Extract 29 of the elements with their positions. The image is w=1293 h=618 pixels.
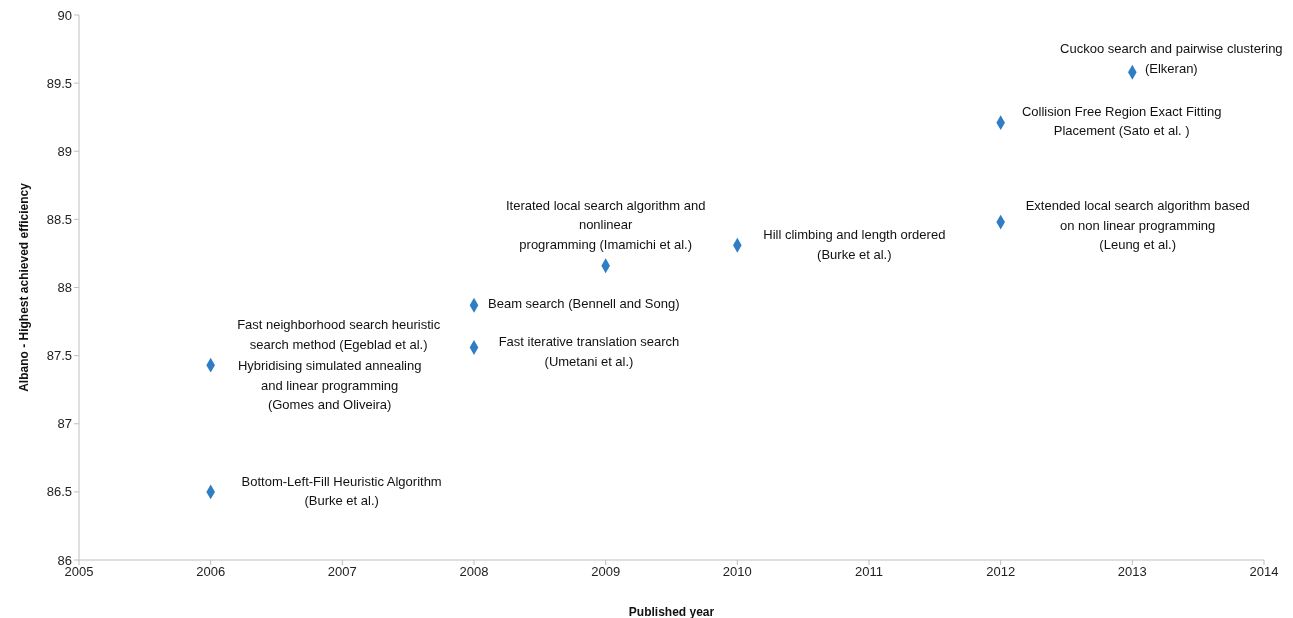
y-tick-label: 90 <box>57 7 72 23</box>
y-tick-label: 88.5 <box>46 211 72 227</box>
x-tick-label: 2011 <box>855 564 883 580</box>
x-tick-label: 2012 <box>986 564 1016 580</box>
annotation: Cuckoo search and pairwise clustering (Elkeran) <box>1060 41 1283 77</box>
y-tick-label: 89 <box>57 143 72 159</box>
annotation: Hybridising simulated annealing and linear programming (Gomes and Oliveira) <box>237 358 422 413</box>
x-tick-label: 2008 <box>459 564 489 580</box>
x-tick-label: 2006 <box>196 564 226 580</box>
y-tick-label: 88 <box>57 280 72 296</box>
x-tick-label: 2014 <box>1249 564 1279 580</box>
y-tick-label: 87 <box>57 416 72 432</box>
annotation: Collision Free Region Exact Fitting Placement (Sato et al. ) <box>1021 104 1222 139</box>
y-axis-title: Albano - Highest achieved efficiency <box>17 182 32 392</box>
x-tick-label: 2009 <box>591 564 621 580</box>
annotation: Hill climbing and length ordered (Burke et al.) <box>763 227 946 263</box>
y-tick-label: 87.5 <box>46 348 72 364</box>
annotation: Bottom-Left-Fill Heuristic Algorithm (Burke et al.) <box>241 474 442 509</box>
y-tick-label: 89.5 <box>46 75 72 91</box>
annotation: Fast neighborhood search heuristic search method (Egeblad et al.) <box>237 317 441 353</box>
x-tick-label: 2013 <box>1117 564 1147 580</box>
annotation: Fast iterative translation search (Umetani et al.) <box>498 334 680 370</box>
x-tick-label: 2010 <box>722 564 752 580</box>
annotation: Beam search (Bennell and Song) <box>488 296 680 312</box>
x-tick-label: 2007 <box>327 564 357 580</box>
annotation: Iterated local search algorithm and nonlinear programming (Imamichi et al.) <box>505 198 706 253</box>
y-tick-label: 86.5 <box>46 484 72 500</box>
x-axis-title: Published year <box>628 605 715 618</box>
annotation: Extended local search algorithm based on non linear programming (Leung et al.) <box>1025 198 1250 253</box>
